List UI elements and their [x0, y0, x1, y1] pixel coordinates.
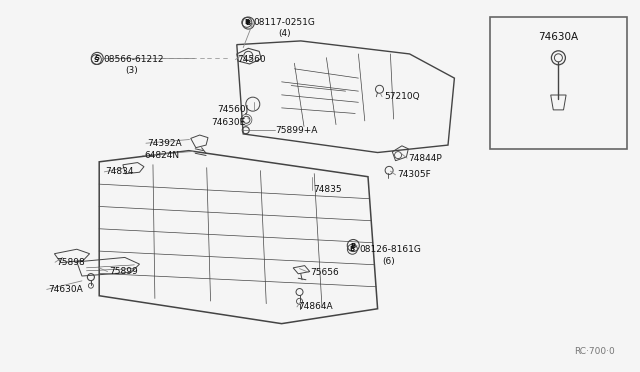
Text: 08117-0251G: 08117-0251G — [254, 18, 316, 27]
Text: 74560J: 74560J — [218, 105, 249, 114]
Text: 57210Q: 57210Q — [384, 92, 420, 101]
Text: 74835: 74835 — [314, 185, 342, 194]
Text: 75899: 75899 — [109, 267, 138, 276]
Text: 75656: 75656 — [310, 268, 339, 277]
Text: 08126-8161G: 08126-8161G — [360, 245, 421, 254]
Text: (3): (3) — [125, 66, 138, 75]
Text: 74305F: 74305F — [397, 170, 431, 179]
Text: 08566-61212: 08566-61212 — [104, 55, 164, 64]
Text: B: B — [351, 243, 356, 248]
Text: (4): (4) — [278, 29, 291, 38]
Text: 74844P: 74844P — [408, 154, 442, 163]
Text: 75898: 75898 — [56, 258, 85, 267]
Text: 74560: 74560 — [237, 55, 266, 64]
Text: 74864A: 74864A — [298, 302, 333, 311]
Text: 74834: 74834 — [106, 167, 134, 176]
Text: 74630A: 74630A — [48, 285, 83, 294]
Text: B: B — [350, 246, 355, 252]
Text: 74392A: 74392A — [147, 139, 182, 148]
Text: 74630A: 74630A — [538, 32, 579, 42]
Text: S: S — [94, 57, 99, 62]
Text: B: B — [244, 19, 250, 25]
Text: B: B — [246, 20, 251, 26]
Text: 75899+A: 75899+A — [275, 126, 317, 135]
FancyBboxPatch shape — [490, 17, 627, 149]
Text: S: S — [95, 55, 100, 61]
Text: 64824N: 64824N — [144, 151, 179, 160]
Text: 74630E: 74630E — [211, 118, 246, 127]
Text: RC·700·0: RC·700·0 — [573, 347, 614, 356]
Text: (6): (6) — [382, 257, 395, 266]
